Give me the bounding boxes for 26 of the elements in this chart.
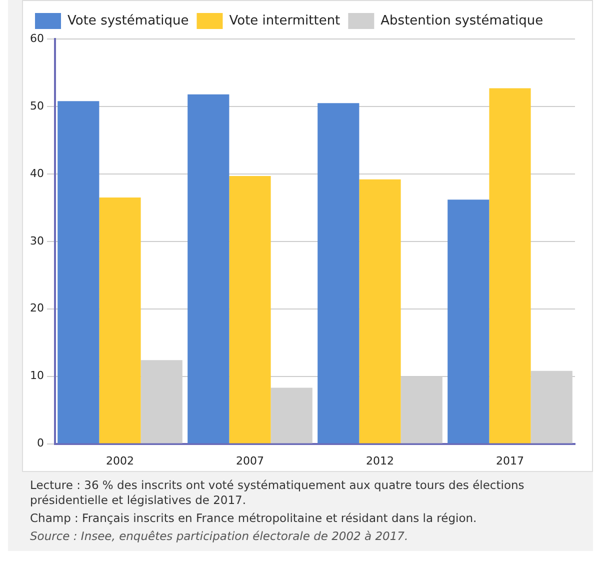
x-tick-label: 2007 xyxy=(236,454,264,468)
y-tick-label: 20 xyxy=(30,302,44,315)
bar xyxy=(229,176,271,444)
x-tick-label: 2002 xyxy=(106,454,134,468)
y-tick-label: 60 xyxy=(30,32,44,45)
bar xyxy=(58,101,100,444)
bar xyxy=(359,179,401,444)
x-tick-label: 2017 xyxy=(496,454,524,468)
y-tick-label: 50 xyxy=(30,99,44,112)
text: Lecture : 36 % des inscrits ont voté systématiquement aux quatre tours des élections présidentielle et législatives de 2017. xyxy=(30,478,526,508)
text: Champ : Français inscrits en France métropolitaine et résidant dans la région. xyxy=(30,511,478,526)
y-tick-label: 10 xyxy=(30,369,44,382)
bar xyxy=(188,94,230,444)
bar xyxy=(489,88,531,444)
bar xyxy=(270,388,312,444)
legend-label: Vote intermittent xyxy=(229,13,340,28)
source-note: Source : Insee, enquêtes participation électorale de 2002 à 2017. xyxy=(30,529,410,544)
y-tick-label: 0 xyxy=(36,436,44,450)
bar xyxy=(99,198,141,444)
legend-label: Abstention systématique xyxy=(380,13,544,28)
bar xyxy=(318,103,360,444)
x-tick-label: 2012 xyxy=(366,454,394,468)
y-tick-label: 30 xyxy=(30,234,44,248)
y-tick-label: 40 xyxy=(30,166,44,180)
legend-label: Vote systématique xyxy=(68,13,189,28)
bar xyxy=(448,200,490,444)
